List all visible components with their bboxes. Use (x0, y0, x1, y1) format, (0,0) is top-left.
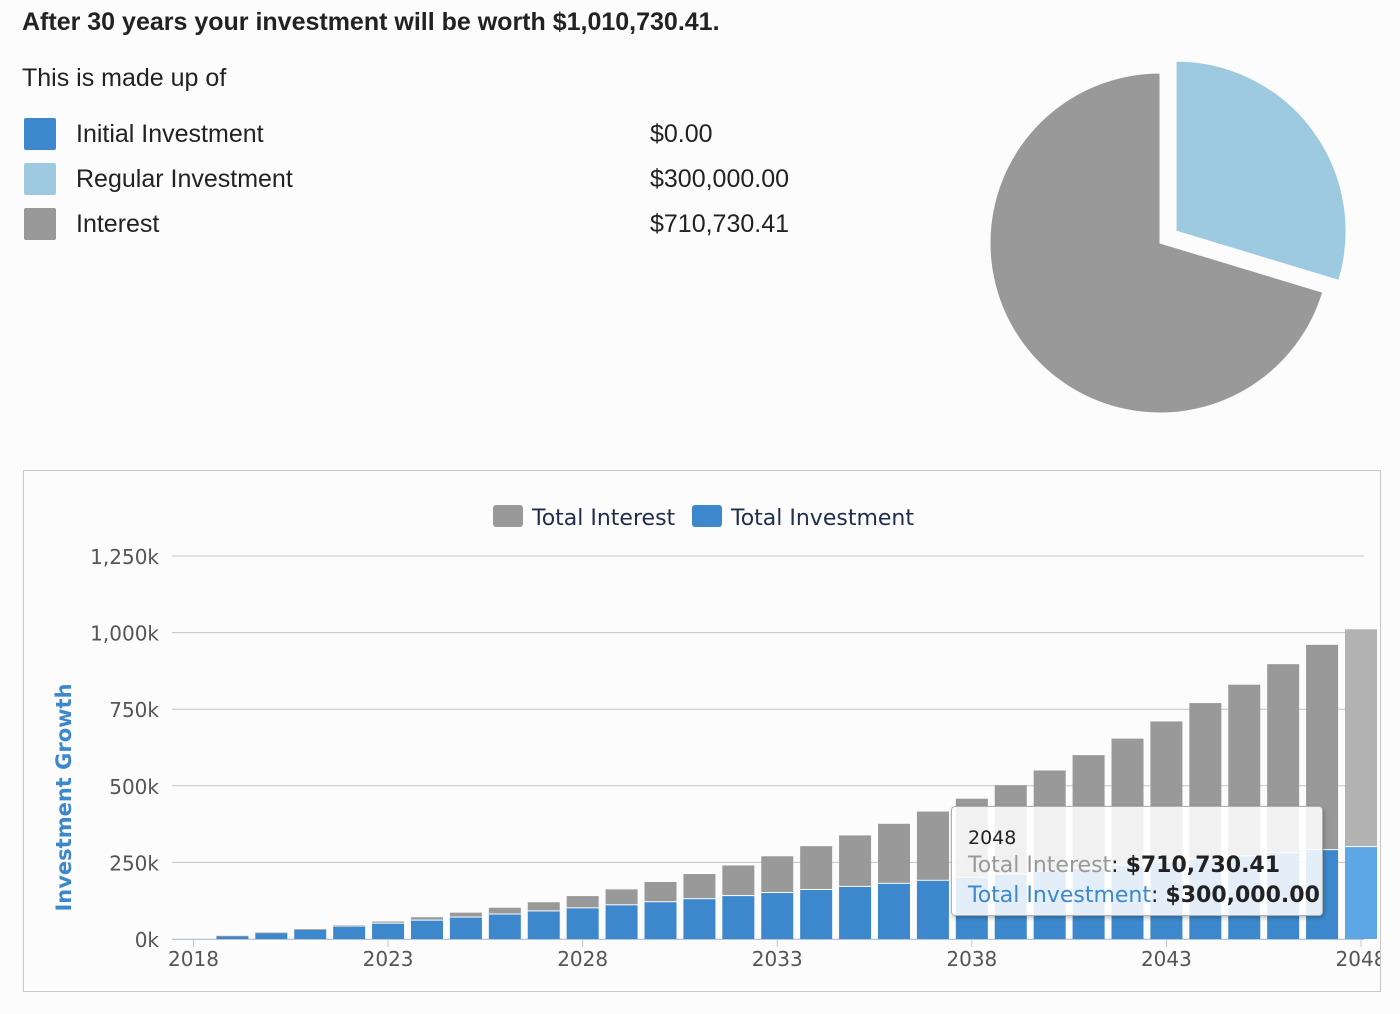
bar-investment-2021[interactable] (294, 929, 327, 939)
bar-investment-2034[interactable] (800, 889, 833, 939)
y-axis-title: Investment Growth (52, 683, 76, 911)
result-headline: After 30 years your investment will be w… (22, 8, 720, 36)
breakdown-label: Initial Investment (76, 120, 264, 148)
y-tick-label: 250k (109, 851, 159, 875)
bar-investment-2037[interactable] (916, 880, 949, 939)
y-tick-label: 750k (109, 698, 159, 722)
bar-investment-2019[interactable] (216, 935, 249, 939)
bar-investment-2033[interactable] (761, 893, 794, 939)
bar-interest-2032[interactable] (722, 865, 755, 896)
x-tick-label: 2028 (557, 947, 608, 971)
bar-interest-2034[interactable] (800, 846, 833, 889)
bar-investment-2024[interactable] (411, 920, 443, 939)
x-tick-label: 2038 (946, 947, 997, 971)
bar-investment-2028[interactable] (566, 908, 599, 939)
bar-investment-2026[interactable] (488, 914, 521, 939)
bar-interest-2020[interactable] (255, 932, 288, 934)
bar-interest-2019[interactable] (216, 935, 249, 937)
initial-investment-swatch (24, 118, 56, 150)
bar-investment-2030[interactable] (644, 902, 677, 939)
x-tick-label: 2048 (1336, 947, 1380, 971)
tooltip-interest-row: Total Interest: $710,730.41 (968, 853, 1281, 878)
bar-interest-2025[interactable] (449, 912, 482, 917)
breakdown-value: $710,730.41 (650, 210, 790, 238)
bar-investment-2048[interactable] (1345, 847, 1377, 939)
pie-slice-regular-investment[interactable] (1175, 60, 1347, 281)
breakdown-label: Interest (76, 210, 160, 238)
interest-swatch (24, 208, 56, 240)
y-tick-label: 1,250k (90, 545, 159, 569)
made-up-of-label: This is made up of (22, 64, 227, 92)
legend-item-interest[interactable]: Total Interest (531, 506, 676, 531)
breakdown-value: $300,000.00 (650, 165, 790, 193)
legend-swatch[interactable] (692, 505, 722, 527)
bar-interest-2023[interactable] (372, 921, 405, 923)
tooltip-year: 2048 (968, 827, 1017, 849)
bar-interest-2026[interactable] (488, 907, 521, 914)
breakdown-label: Regular Investment (76, 165, 293, 193)
bar-investment-2020[interactable] (255, 932, 288, 939)
bar-interest-2035[interactable] (839, 835, 872, 886)
tooltip-investment-label: Total Investment (968, 883, 1151, 908)
bar-investment-2032[interactable] (722, 896, 755, 939)
bar-interest-2022[interactable] (333, 925, 366, 927)
bar-interest-2029[interactable] (605, 889, 638, 905)
breakdown-row-interest: Interest $710,730.41 (22, 204, 842, 249)
bar-investment-2035[interactable] (839, 886, 872, 939)
pie-slice-interest[interactable] (989, 72, 1324, 414)
breakdown-row-regular: Regular Investment $300,000.00 (22, 159, 842, 204)
x-tick-label: 2018 (168, 947, 219, 971)
bar-investment-2027[interactable] (527, 911, 560, 939)
bar-interest-2033[interactable] (761, 856, 794, 893)
bar-investment-2023[interactable] (372, 923, 405, 939)
y-tick-label: 0k (135, 928, 160, 952)
bar-investment-2025[interactable] (449, 917, 482, 939)
breakdown-list: Initial Investment $0.00 Regular Investm… (22, 114, 842, 249)
y-tick-label: 1,000k (90, 622, 159, 646)
bar-interest-2027[interactable] (527, 902, 560, 911)
tooltip-interest-value: $710,730.41 (1125, 853, 1281, 878)
bar-investment-2036[interactable] (878, 883, 910, 939)
legend-item-investment[interactable]: Total Investment (730, 506, 914, 531)
chart-tooltip: 2048 Total Interest: $710,730.41 Total I… (951, 806, 1323, 916)
bar-interest-2037[interactable] (916, 811, 949, 880)
regular-investment-swatch (24, 163, 56, 195)
breakdown-row-initial: Initial Investment $0.00 (22, 114, 842, 159)
x-tick-label: 2043 (1141, 947, 1192, 971)
bar-interest-2021[interactable] (294, 929, 327, 930)
breakdown-pie-chart (989, 60, 1347, 414)
bar-investment-2029[interactable] (605, 905, 638, 939)
bar-investment-2031[interactable] (683, 899, 716, 939)
breakdown-value: $0.00 (650, 120, 713, 148)
tooltip-investment-value: $300,000.00 (1165, 883, 1320, 908)
bar-interest-2048[interactable] (1345, 629, 1377, 847)
tooltip-investment-row: Total Investment: $300,000.00 (968, 883, 1320, 908)
bar-investment-2022[interactable] (333, 926, 366, 939)
x-tick-label: 2023 (363, 947, 414, 971)
bar-interest-2031[interactable] (683, 874, 716, 899)
bar-interest-2024[interactable] (411, 917, 443, 920)
tooltip-interest-label: Total Interest (968, 853, 1112, 878)
bar-interest-2036[interactable] (878, 823, 910, 883)
bar-interest-2028[interactable] (566, 896, 599, 908)
bar-interest-2030[interactable] (644, 882, 677, 902)
legend-swatch[interactable] (493, 505, 523, 527)
x-tick-label: 2033 (752, 947, 803, 971)
y-tick-label: 500k (109, 775, 159, 799)
